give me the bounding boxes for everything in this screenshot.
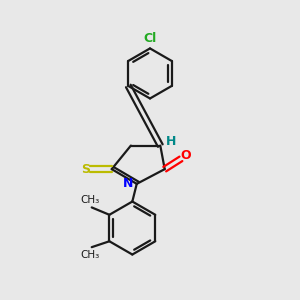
Text: O: O xyxy=(180,149,190,162)
Text: N: N xyxy=(123,177,133,190)
Text: CH₃: CH₃ xyxy=(81,250,100,260)
Text: Cl: Cl xyxy=(143,32,157,45)
Text: H: H xyxy=(165,135,176,148)
Text: S: S xyxy=(81,163,90,176)
Text: CH₃: CH₃ xyxy=(81,195,100,205)
